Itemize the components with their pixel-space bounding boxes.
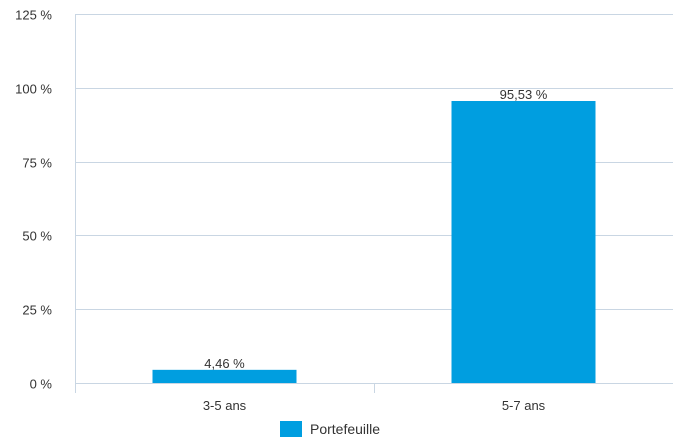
y-tick-label-4: 100 % <box>15 82 52 97</box>
legend-label-portefeuille: Portefeuille <box>310 421 380 437</box>
bars <box>152 100 596 384</box>
data-label-0: 4,46 % <box>204 356 245 371</box>
y-tick-label-1: 25 % <box>22 303 52 318</box>
bar-1 <box>451 100 596 384</box>
grid-lines <box>75 14 673 393</box>
y-tick-label-3: 75 % <box>22 156 52 171</box>
legend: Portefeuille <box>280 421 380 437</box>
data-label-1: 95,53 % <box>500 87 548 102</box>
y-tick-label-0: 0 % <box>30 377 53 392</box>
x-tick-label-0: 3-5 ans <box>203 398 247 413</box>
x-axis: 3-5 ans 5-7 ans <box>203 383 546 413</box>
y-tick-label-5: 125 % <box>15 8 52 23</box>
legend-swatch-portefeuille <box>280 421 302 437</box>
y-tick-label-2: 50 % <box>22 229 52 244</box>
x-tick-label-1: 5-7 ans <box>502 398 546 413</box>
data-labels: 4,46 % 95,53 % <box>204 87 548 371</box>
bar-0 <box>152 369 297 383</box>
y-axis-ticks: 0 % 25 % 50 % 75 % 100 % 125 % <box>15 8 52 392</box>
